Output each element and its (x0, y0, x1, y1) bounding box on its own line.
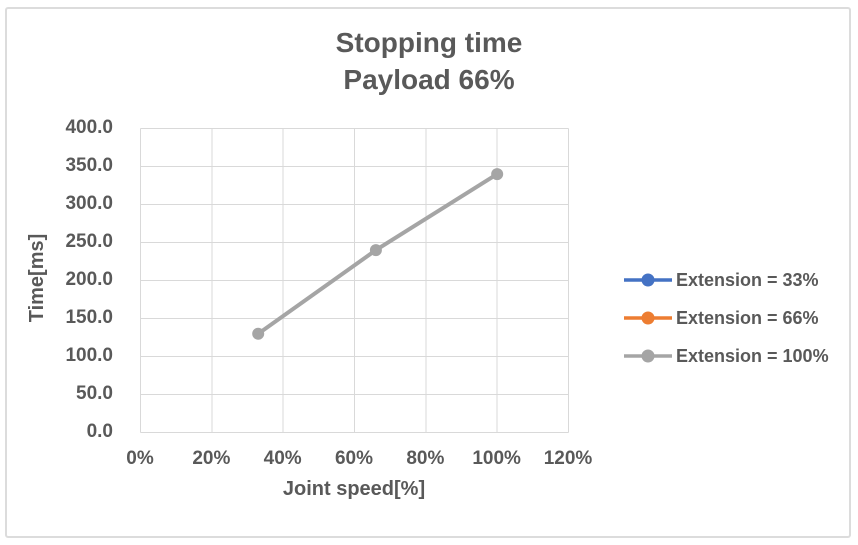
x-tick-label: 120% (543, 448, 593, 469)
x-tick-label: 100% (472, 448, 521, 469)
x-tick-label: 80% (406, 448, 445, 469)
legend-item: Extension = 100% (624, 344, 829, 368)
y-tick-label: 200.0 (65, 269, 113, 290)
y-tick-label: 400.0 (65, 117, 113, 138)
legend-line-marker-icon (624, 273, 672, 287)
data-point-marker (369, 244, 382, 257)
x-tick-label: 0% (126, 448, 154, 469)
legend-item: Extension = 33% (624, 268, 829, 292)
data-point-marker (491, 168, 504, 181)
legend-label: Extension = 66% (676, 307, 819, 328)
legend-label: Extension = 100% (676, 345, 829, 366)
x-tick-label: 20% (192, 448, 231, 469)
legend-line-marker-icon (624, 311, 672, 325)
y-tick-label: 350.0 (65, 155, 113, 176)
data-point-marker (252, 327, 265, 340)
y-tick-label: 50.0 (76, 383, 113, 404)
legend-label: Extension = 33% (676, 269, 819, 290)
chart-title-line2: Payload 66% (343, 64, 515, 95)
chart-title-line1: Stopping time (335, 27, 523, 58)
y-tick-label: 0.0 (86, 421, 113, 442)
chart-border (5, 7, 851, 538)
y-tick-label: 100.0 (65, 345, 113, 366)
y-tick-label: 150.0 (65, 307, 113, 328)
plot-area (140, 128, 569, 433)
chart-title: Stopping time Payload 66% (0, 24, 858, 98)
x-axis-title: Joint speed[%] (282, 478, 426, 500)
x-tick-label: 40% (263, 448, 302, 469)
y-tick-label: 250.0 (65, 231, 113, 252)
y-tick-label: 300.0 (65, 193, 113, 214)
x-tick-label: 60% (334, 448, 374, 469)
legend-item: Extension = 66% (624, 306, 829, 330)
legend: Extension = 33% Extension = 66% Extension … (624, 268, 829, 382)
legend-line-marker-icon (624, 349, 672, 363)
